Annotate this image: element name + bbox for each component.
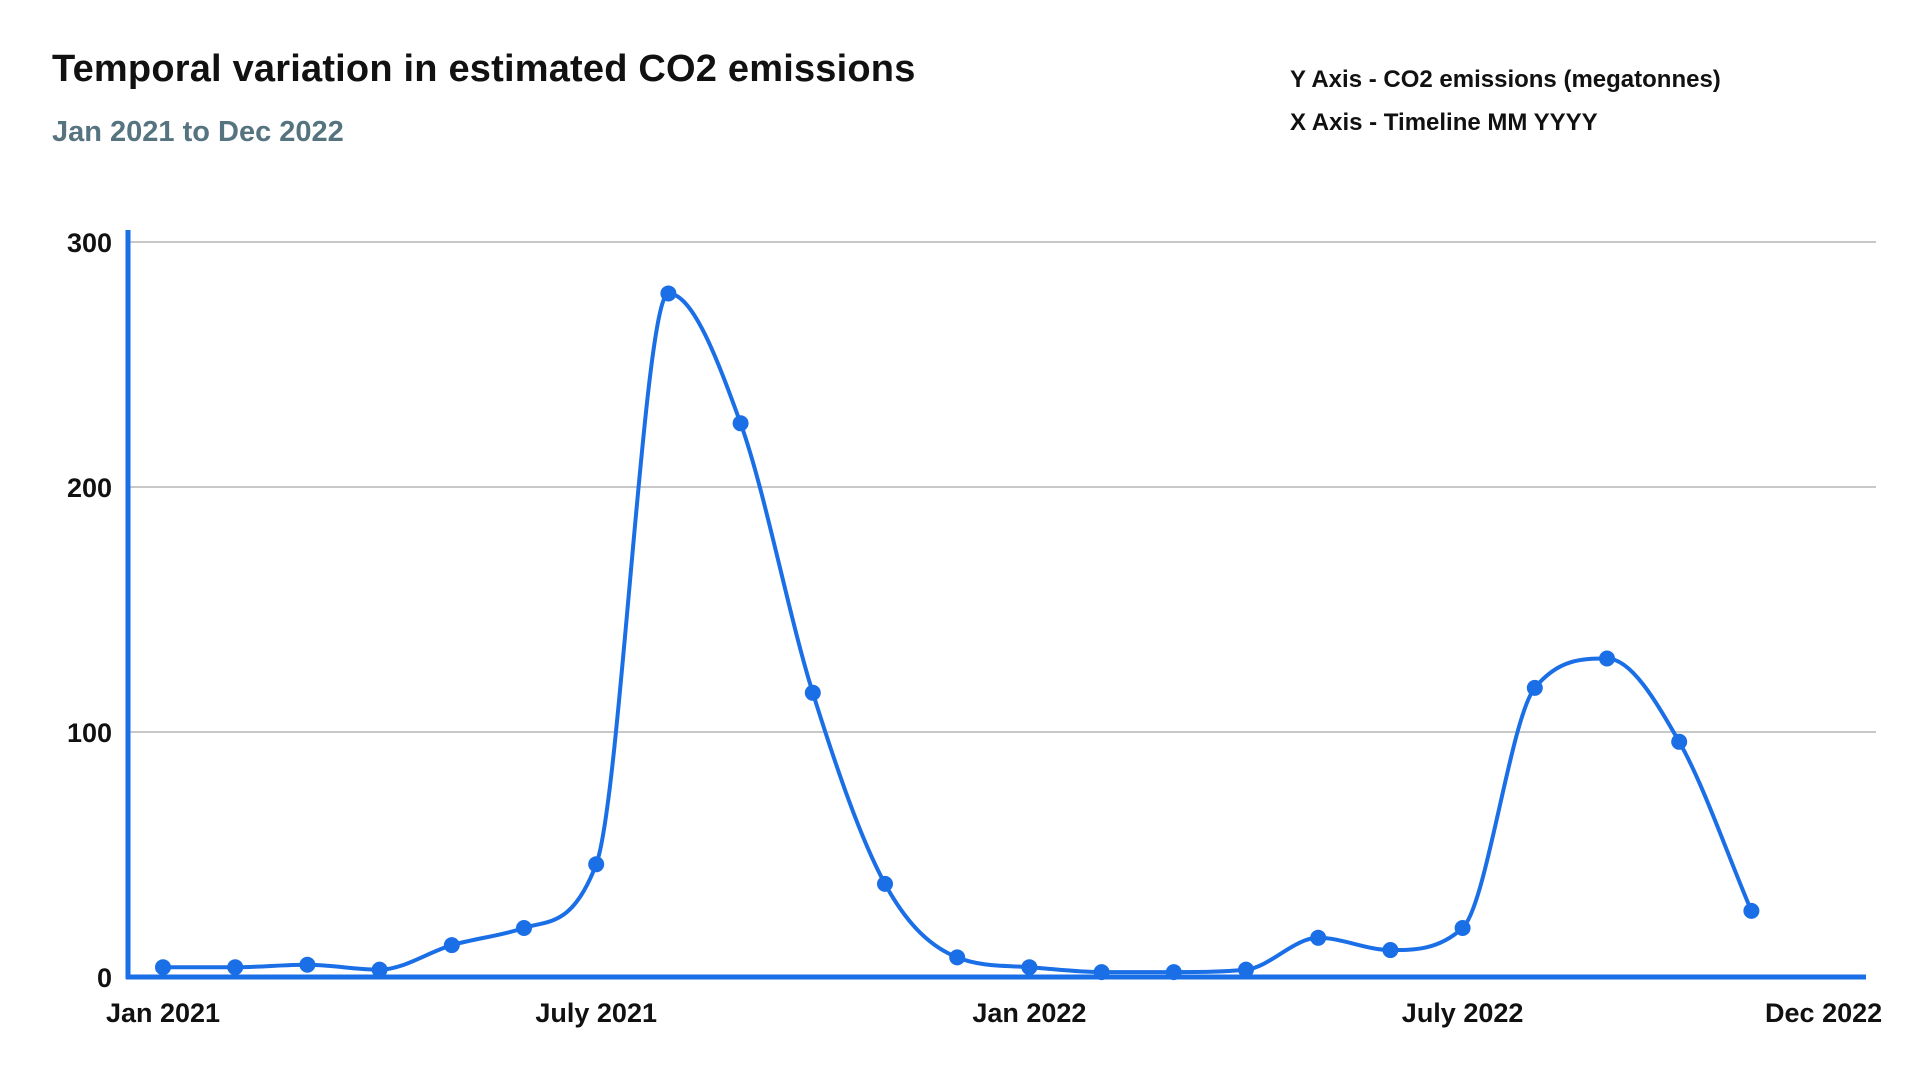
y-axis-note: Y Axis - CO2 emissions (megatonnes) <box>1290 66 1721 93</box>
emissions-line <box>161 291 1754 975</box>
data-point-aug-2022[interactable] <box>1526 679 1543 696</box>
x-tick-label: Dec 2022 <box>1765 998 1882 1028</box>
x-tick-label: Jan 2021 <box>106 998 220 1028</box>
x-tick-label: July 2022 <box>1402 998 1524 1028</box>
data-point-may-2021[interactable] <box>443 937 460 954</box>
data-point-dec-2021[interactable] <box>949 949 966 966</box>
data-point-feb-2022[interactable] <box>1093 964 1110 981</box>
data-point-mar-2021[interactable] <box>299 956 316 973</box>
data-point-apr-2022[interactable] <box>1238 961 1254 978</box>
data-point-jun-2022[interactable] <box>1382 942 1399 959</box>
data-point-jul-2021[interactable] <box>588 856 605 873</box>
data-point-may-2022[interactable] <box>1310 929 1327 946</box>
y-tick-label: 0 <box>97 963 112 993</box>
data-point-sep-2021[interactable] <box>732 415 749 432</box>
data-point-jun-2021[interactable] <box>516 920 532 936</box>
x-tick-label: Jan 2022 <box>972 998 1086 1028</box>
axis-notes-block: Y Axis - CO2 emissions (megatonnes) X Ax… <box>1290 58 1721 144</box>
data-point-nov-2022[interactable] <box>1743 902 1760 919</box>
data-point-jul-2022[interactable] <box>1454 920 1471 936</box>
y-tick-label: 300 <box>67 228 112 258</box>
data-point-oct-2021[interactable] <box>804 684 821 701</box>
x-tick-label: July 2021 <box>535 998 657 1028</box>
data-point-jan-2021[interactable] <box>155 959 171 976</box>
data-point-jan-2022[interactable] <box>1021 959 1038 976</box>
data-point-sep-2022[interactable] <box>1599 650 1615 667</box>
data-point-nov-2021[interactable] <box>877 875 893 892</box>
data-point-aug-2021[interactable] <box>660 285 677 302</box>
page-title: Temporal variation in estimated CO2 emis… <box>52 48 916 90</box>
data-point-mar-2022[interactable] <box>1165 964 1182 981</box>
data-point-feb-2021[interactable] <box>227 959 244 976</box>
data-point-apr-2021[interactable] <box>371 961 388 978</box>
data-point-oct-2022[interactable] <box>1671 733 1688 750</box>
y-tick-label: 100 <box>67 718 112 748</box>
page-subtitle: Jan 2021 to Dec 2022 <box>52 116 344 148</box>
y-tick-label: 200 <box>67 473 112 503</box>
x-axis-note: X Axis - Timeline MM YYYY <box>1290 109 1598 136</box>
